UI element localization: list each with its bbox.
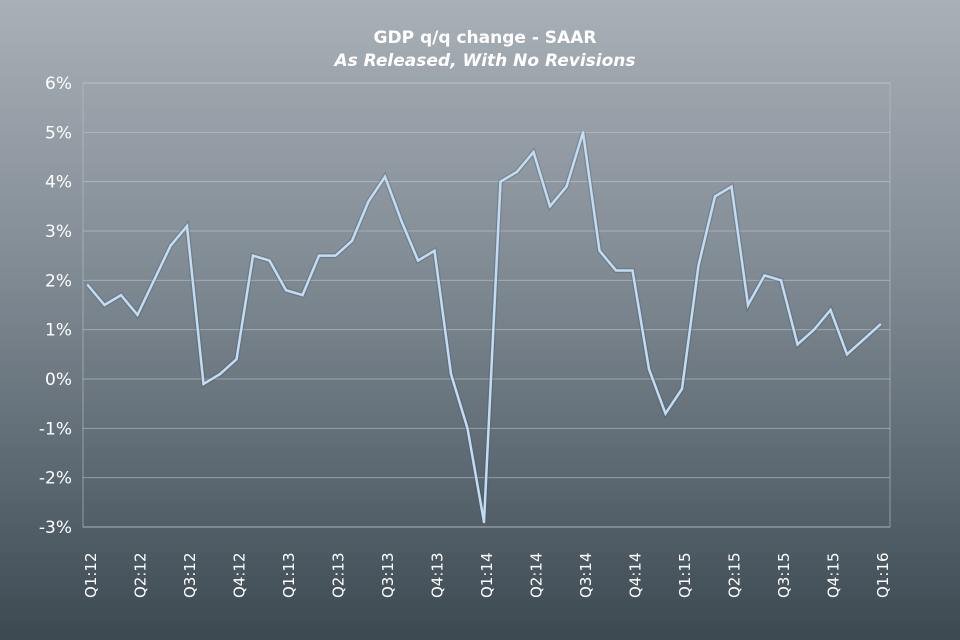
data-point bbox=[532, 150, 535, 154]
x-tick-label: Q3:12 bbox=[181, 553, 199, 599]
data-point bbox=[466, 427, 469, 430]
data-point bbox=[796, 343, 799, 346]
y-tick-label: 5% bbox=[45, 123, 72, 143]
data-point bbox=[416, 259, 420, 262]
data-point bbox=[400, 219, 403, 223]
data-point bbox=[317, 254, 321, 257]
data-point bbox=[284, 289, 288, 292]
x-tick-label: Q4:14 bbox=[627, 553, 645, 599]
y-tick-label: -1% bbox=[39, 419, 72, 439]
data-point bbox=[598, 249, 601, 252]
x-tick-label: Q2:14 bbox=[528, 553, 546, 599]
data-point bbox=[845, 353, 849, 356]
data-point bbox=[218, 372, 222, 376]
data-point bbox=[631, 269, 634, 272]
chart-subtitle: As Released, With No Revisions bbox=[334, 51, 636, 71]
data-point bbox=[152, 279, 156, 282]
data-point bbox=[169, 244, 172, 247]
data-point bbox=[86, 284, 90, 287]
x-tick-label: Q3:15 bbox=[775, 553, 793, 599]
x-tick-label: Q1:13 bbox=[280, 553, 298, 599]
data-point bbox=[763, 274, 766, 277]
y-tick-label: -2% bbox=[39, 469, 72, 489]
data-point bbox=[449, 372, 453, 376]
data-point bbox=[103, 303, 106, 307]
data-point bbox=[697, 264, 700, 267]
data-point bbox=[367, 200, 370, 203]
data-point bbox=[301, 293, 304, 297]
y-tick-label: 0% bbox=[45, 370, 72, 390]
data-point bbox=[268, 259, 271, 262]
data-point bbox=[647, 367, 651, 371]
data-point bbox=[119, 293, 123, 297]
series-line bbox=[87, 131, 881, 523]
x-tick-label: Q4:13 bbox=[429, 553, 447, 599]
series-line-shadow bbox=[86, 131, 882, 523]
data-point bbox=[548, 205, 552, 208]
data-point bbox=[862, 338, 865, 341]
x-tick-label: Q1:15 bbox=[676, 553, 694, 599]
x-tick-label: Q1:12 bbox=[82, 553, 100, 599]
data-point bbox=[499, 180, 502, 183]
data-point bbox=[680, 387, 684, 391]
data-point bbox=[565, 185, 568, 188]
x-tick-label: Q2:12 bbox=[132, 553, 150, 599]
data-point bbox=[433, 249, 436, 252]
y-tick-label: -3% bbox=[39, 518, 72, 538]
x-tick-label: Q2:13 bbox=[330, 553, 348, 599]
data-point bbox=[713, 195, 717, 198]
data-point bbox=[334, 254, 337, 257]
y-tick-label: 3% bbox=[45, 222, 72, 242]
data-point bbox=[779, 279, 783, 282]
data-point bbox=[614, 269, 618, 272]
data-point bbox=[482, 520, 486, 524]
y-tick-label: 4% bbox=[45, 173, 72, 193]
data-point bbox=[202, 382, 205, 386]
data-point bbox=[251, 254, 255, 257]
data-point bbox=[664, 412, 667, 415]
data-point bbox=[383, 175, 387, 178]
x-tick-label: Q3:14 bbox=[577, 553, 595, 599]
y-tick-label: 1% bbox=[45, 321, 72, 341]
y-tick-label: 6% bbox=[45, 74, 72, 94]
data-point bbox=[350, 239, 354, 243]
x-tick-label: Q1:16 bbox=[874, 553, 892, 599]
chart-title: GDP q/q change - SAAR bbox=[373, 28, 597, 48]
data-point bbox=[730, 185, 733, 188]
data-point bbox=[515, 170, 519, 173]
data-point bbox=[878, 323, 882, 326]
x-tick-label: Q4:15 bbox=[825, 553, 843, 599]
data-point bbox=[829, 308, 832, 312]
data-point bbox=[812, 328, 816, 331]
x-tick-label: Q2:15 bbox=[726, 553, 744, 599]
x-tick-label: Q3:13 bbox=[379, 553, 397, 599]
x-tick-label: Q1:14 bbox=[478, 553, 496, 599]
data-point bbox=[746, 303, 750, 307]
data-point bbox=[581, 131, 585, 134]
data-point bbox=[185, 224, 189, 228]
x-tick-label: Q4:12 bbox=[231, 553, 249, 599]
y-tick-label: 2% bbox=[45, 271, 72, 291]
data-point bbox=[235, 358, 238, 361]
data-point bbox=[136, 313, 139, 317]
